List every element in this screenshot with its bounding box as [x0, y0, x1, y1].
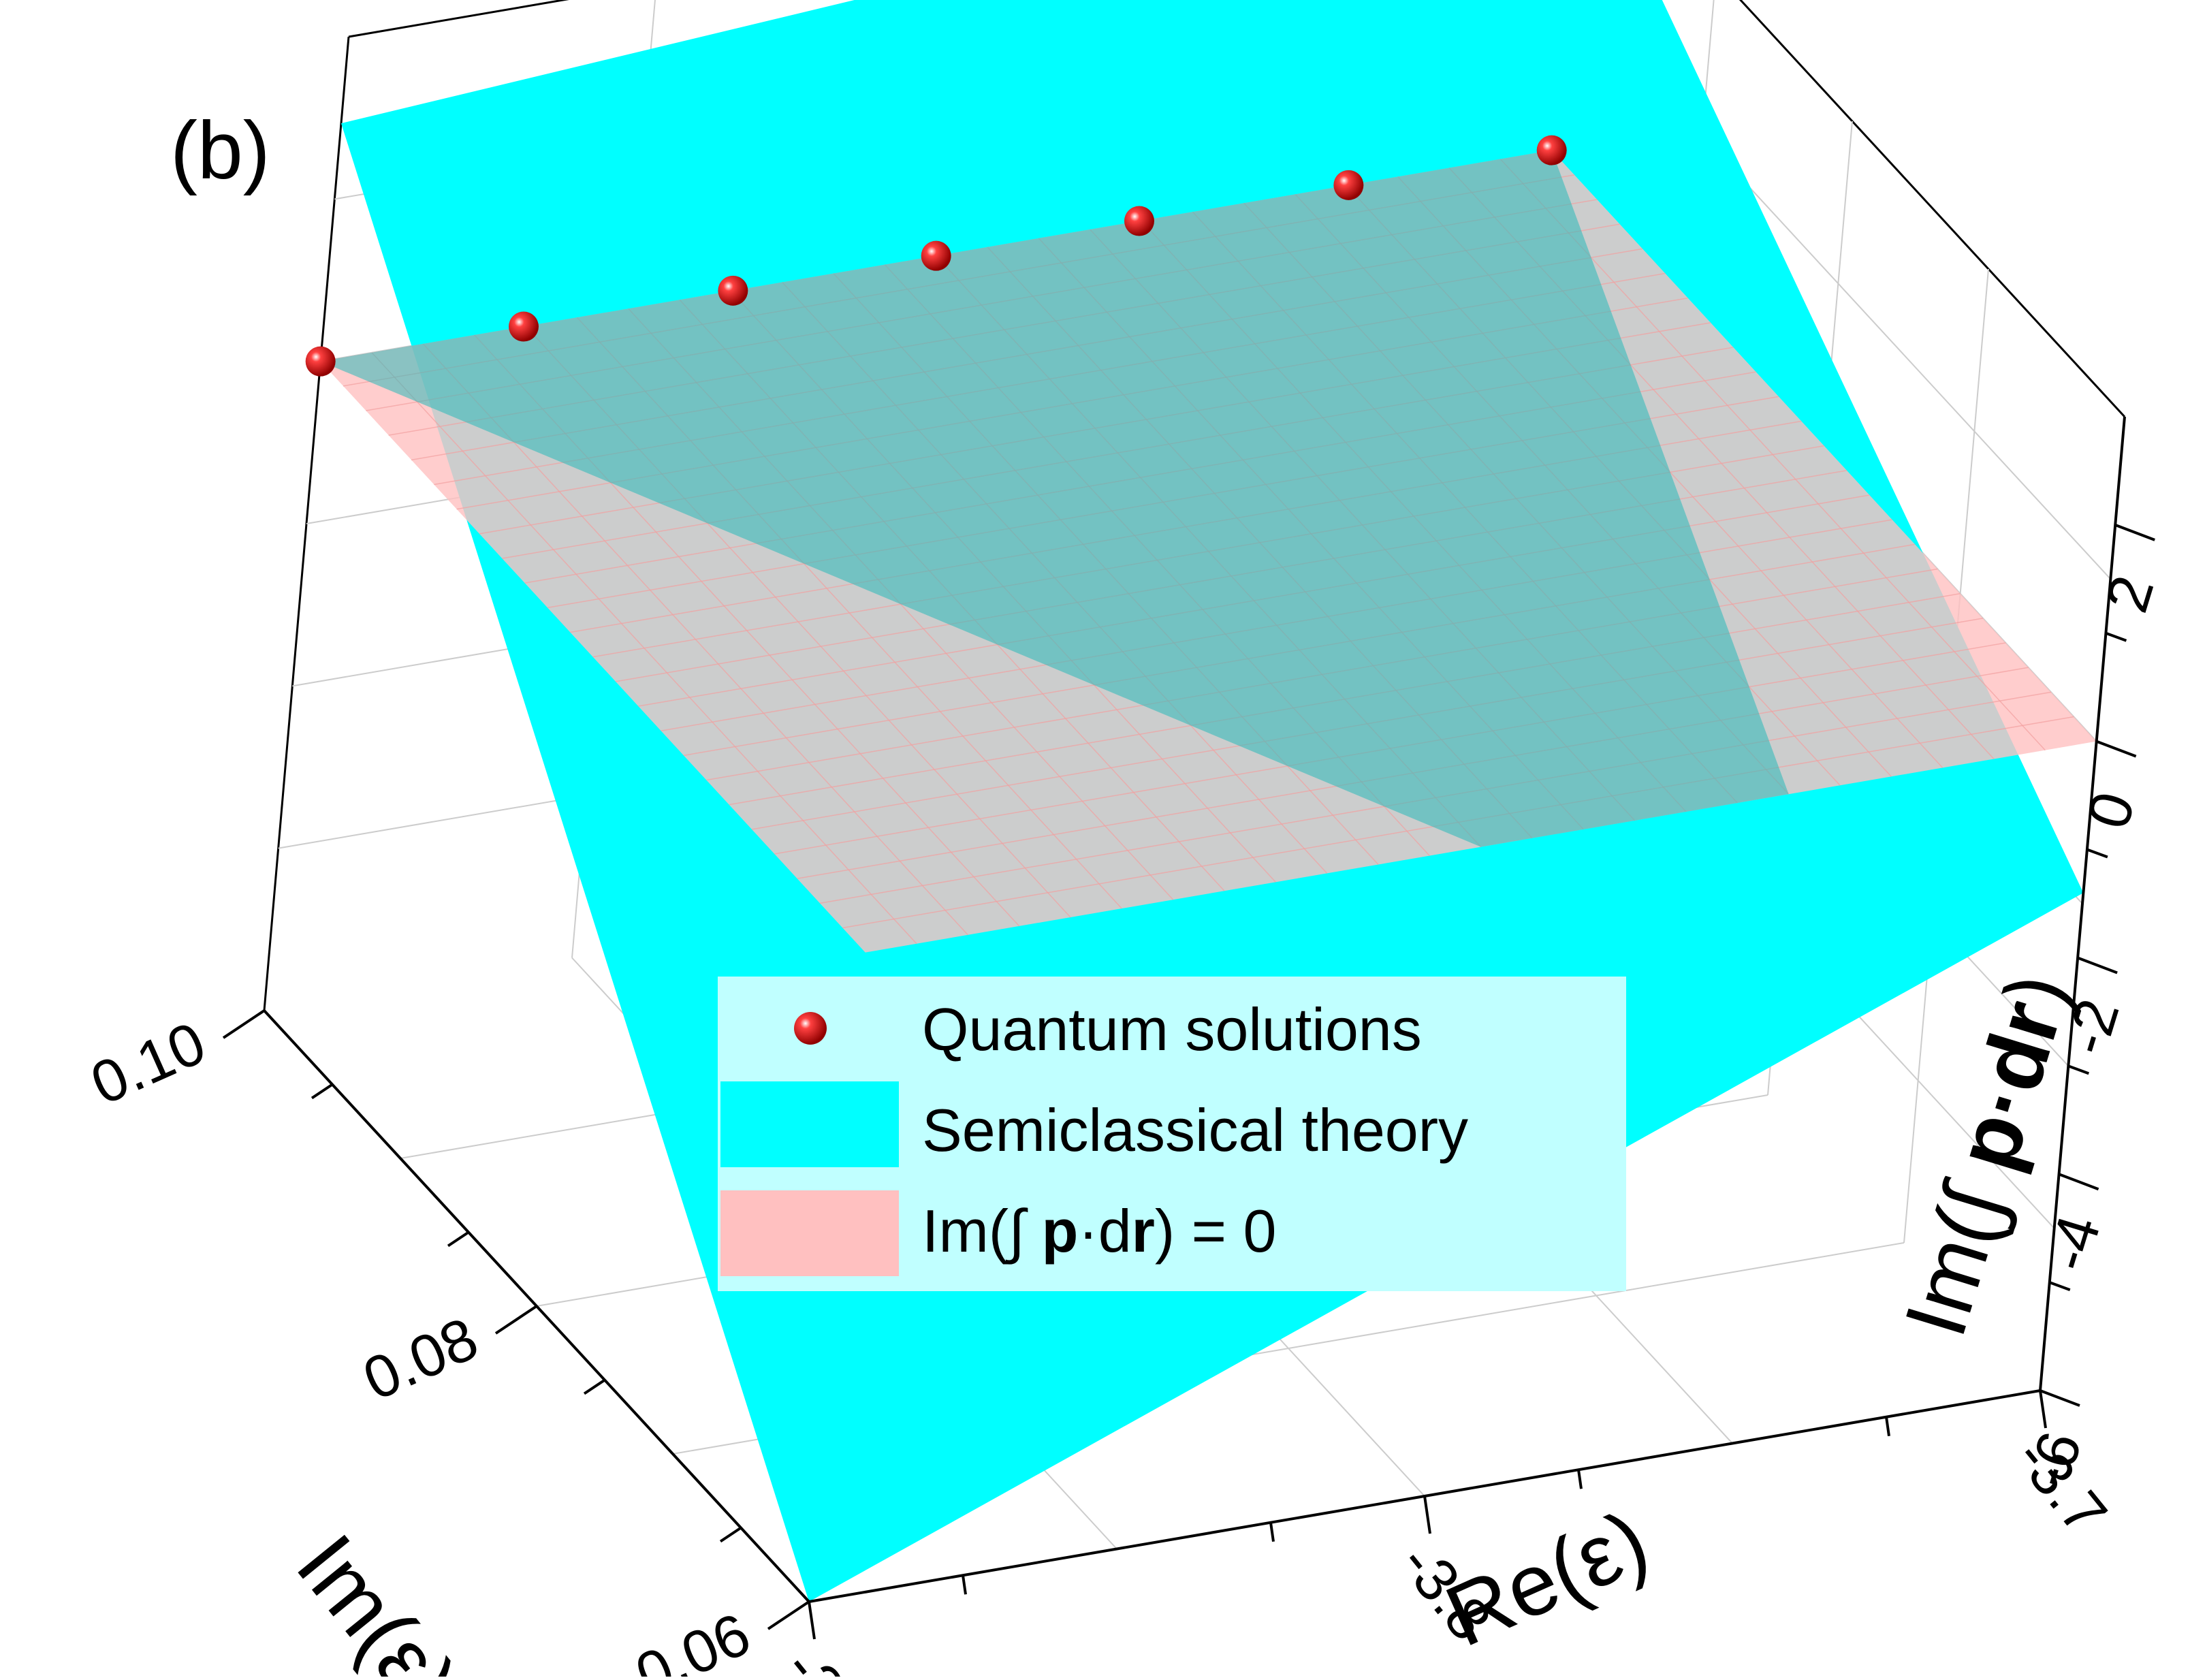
z-axis-tick — [2077, 956, 2118, 974]
x-axis-tick — [808, 1601, 816, 1640]
y-axis-tick — [222, 1009, 266, 1039]
quantum-solution-points — [305, 135, 1567, 377]
quantum-solution-point-5 — [1124, 206, 1154, 236]
z-tick-label-2: 2 — [2093, 568, 2167, 620]
legend-label-quantum: Quantum solutions — [922, 996, 1422, 1063]
y-axis-minor-tick — [447, 1231, 470, 1248]
legend-label-zero-mid: ·d — [1078, 1197, 1131, 1265]
zero-plane-surface — [320, 150, 2097, 953]
z-tick-label--4: -4 — [2033, 1207, 2114, 1278]
y-axis-minor-tick — [311, 1083, 334, 1100]
y-tick-label-0.08: 0.08 — [353, 1304, 488, 1413]
x-axis-minor-tick — [1885, 1416, 1890, 1437]
legend-label-zero-r: r — [1132, 1197, 1155, 1265]
z-tick-label-0: 0 — [2074, 784, 2148, 836]
z-axis-title: Im(∫ p·dr) — [1886, 962, 2089, 1347]
y-axis-tick — [767, 1600, 810, 1630]
panel-label: (b) — [170, 105, 270, 196]
x-axis-minor-tick — [1269, 1522, 1275, 1542]
z-axis-minor-tick — [2105, 631, 2127, 642]
x-axis-tick — [1423, 1495, 1431, 1534]
box-edge-back-top — [348, 0, 569, 38]
x-axis-title: Re(ε) — [1432, 1492, 1662, 1666]
y-axis-minor-tick — [719, 1526, 742, 1543]
legend-swatch-semiclassical — [720, 1081, 899, 1167]
z-axis-tick — [2114, 524, 2155, 541]
y-axis-tick — [494, 1305, 538, 1335]
z-axis-tick — [2040, 1389, 2080, 1407]
x-axis-minor-tick — [962, 1574, 967, 1595]
z-axis-line — [2039, 416, 2126, 1391]
legend: Quantum solutions Semiclassical theory I… — [718, 977, 1626, 1291]
y-axis-minor-tick — [583, 1378, 606, 1395]
z-axis-title-prefix: Im(∫ — [1886, 1152, 2030, 1347]
quantum-solution-point-4 — [921, 240, 951, 271]
axis-ticks — [222, 524, 2155, 1640]
quantum-solution-point-7 — [1536, 135, 1567, 165]
x-tick-label--3.9: -3.9 — [772, 1636, 889, 1677]
legend-label-zero-suffix: ) = 0 — [1155, 1197, 1277, 1265]
legend-label-semiclassical: Semiclassical theory — [922, 1096, 1468, 1164]
z-axis-tick — [2058, 1173, 2099, 1191]
z-axis-minor-tick — [2067, 1064, 2090, 1075]
legend-label-zero-plane: Im(∫ p·dr) = 0 — [922, 1197, 1276, 1265]
x-axis-minor-tick — [1577, 1469, 1583, 1489]
z-axis-minor-tick — [2086, 848, 2108, 859]
quantum-solution-point-6 — [1333, 170, 1364, 200]
legend-label-zero-prefix: Im(∫ — [922, 1197, 1042, 1265]
legend-marker-quantum — [794, 1012, 827, 1045]
z-axis-tick — [2095, 740, 2137, 758]
x-axis-tick — [2039, 1390, 2047, 1429]
intersection-overlay — [320, 150, 1789, 847]
legend-label-zero-p: p — [1042, 1197, 1079, 1265]
legend-swatch-zero-plane — [720, 1190, 899, 1276]
quantum-solution-point-3 — [718, 275, 748, 306]
y-tick-label-0.06: 0.06 — [626, 1600, 760, 1677]
y-tick-label-0.10: 0.10 — [81, 1009, 215, 1118]
y-axis-title: Im(ε) — [278, 1517, 475, 1677]
quantum-solution-point-2 — [508, 311, 539, 342]
quantum-solution-point-1 — [305, 346, 336, 377]
z-axis-minor-tick — [2049, 1281, 2071, 1291]
